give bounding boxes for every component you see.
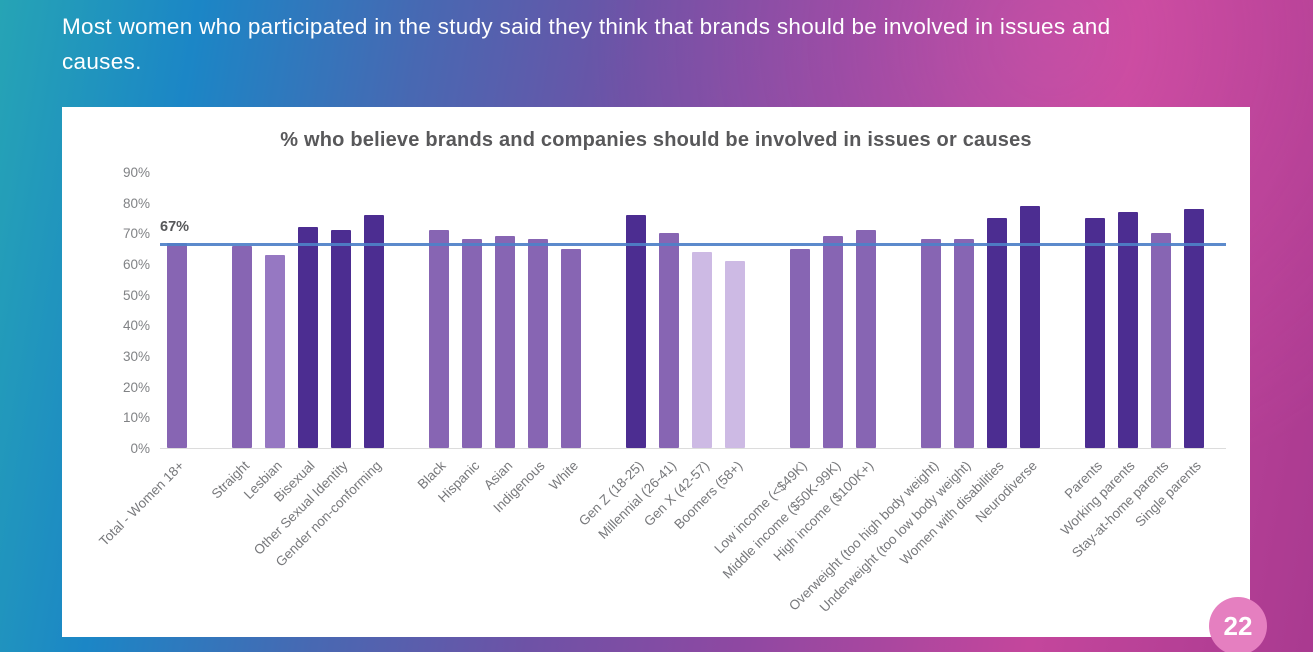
chart-card: % who believe brands and companies shoul…	[62, 107, 1250, 637]
y-axis: 90% 80% 70% 60% 50% 40% 30% 20% 10% 0%	[62, 107, 150, 637]
bar-group-race-ethnicity: Black Hispanic Asian Indigenous White	[415, 173, 587, 515]
bar-slot: Single parents	[1132, 173, 1210, 530]
bar-slot: Black	[415, 173, 455, 492]
bar-slot: Millennial (26-41)	[595, 173, 685, 542]
bar	[494, 236, 515, 448]
bar	[330, 230, 351, 448]
bar-slot: Women with disabilities	[897, 173, 1013, 568]
bar	[297, 227, 318, 448]
bar-slot: Boomers (58+)	[671, 173, 751, 532]
y-axis-tick: 10%	[122, 410, 150, 426]
reference-line-label: 67%	[160, 219, 190, 235]
bar-slot: Bisexual	[271, 173, 324, 505]
bar-slot: Gen Z (18-25)	[576, 173, 652, 529]
bar-group-income: Low income (<$49K) Middle income ($50K-99…	[712, 173, 882, 582]
bar	[920, 239, 941, 448]
bar	[166, 243, 187, 448]
bar	[428, 230, 449, 448]
bar-slot: Parents	[1062, 173, 1111, 502]
y-axis-tick: 80%	[122, 195, 150, 211]
bar	[363, 215, 384, 448]
bar	[1019, 206, 1040, 448]
bar	[724, 261, 745, 448]
y-axis-tick: 50%	[122, 287, 150, 303]
bar-slot: Working parents	[1058, 173, 1144, 538]
bar-group-parenthood: Parents Working parents Stay-at-home paren…	[1058, 173, 1210, 560]
bar-slot: Low income (<$49K)	[712, 173, 816, 556]
y-axis-tick: 40%	[122, 318, 150, 334]
y-axis-tick: 30%	[122, 349, 150, 364]
page-number-badge: 22	[1209, 597, 1267, 652]
bar	[1117, 212, 1138, 448]
bar	[789, 249, 810, 448]
bar-slot: Neurodiverse	[973, 173, 1046, 525]
bar-slot: Indigenous	[491, 173, 554, 515]
y-axis-tick: 70%	[122, 226, 150, 242]
y-axis-tick: 60%	[122, 257, 150, 272]
y-axis-tick: 90%	[122, 165, 150, 180]
bar	[461, 239, 482, 448]
chart-title: % who believe brands and companies shoul…	[280, 129, 1032, 151]
bar	[264, 255, 285, 448]
bar-slot: Gender non-conforming	[273, 173, 390, 569]
bar-group-generation: Gen Z (18-25) Millennial (26-41) Gen X (42…	[576, 173, 751, 542]
bar-slot: Gen X (42-57)	[641, 173, 718, 529]
page-number: 22	[1223, 610, 1253, 641]
bar-slot: Straight	[209, 173, 258, 502]
bar-slot: Underweight (too low body weight)	[817, 173, 980, 615]
y-axis-tick: 20%	[122, 379, 150, 395]
bar	[231, 246, 252, 448]
bar-slot: Total - Women 18+	[96, 173, 193, 549]
bar-group-total: Total - Women 18+	[96, 173, 193, 549]
plot-area: Total - Women 18+ Straight Lesbian Bisexual…	[96, 173, 1226, 615]
reference-line	[160, 243, 1226, 246]
intro-text: Most women who participated in the study…	[62, 14, 1111, 74]
bar-slot: Hispanic	[435, 173, 488, 505]
bar-slot: Asian	[481, 173, 521, 492]
bar-slot: Middle income ($50K-99K)	[719, 173, 849, 582]
bar-slot: White	[546, 173, 587, 493]
bar	[1150, 233, 1171, 448]
bar	[560, 249, 581, 448]
bar	[527, 239, 548, 448]
bar-group-sexual-identity: Straight Lesbian Bisexual Other Sexual Iden…	[209, 173, 390, 569]
bar	[1084, 218, 1105, 448]
bar-slot: Other Sexual Identity	[251, 173, 357, 558]
bar	[625, 215, 646, 448]
bar	[986, 218, 1007, 448]
y-axis-tick: 0%	[130, 441, 150, 456]
bar-slot: Overweight (too high body weight)	[786, 173, 947, 613]
bar	[658, 233, 679, 448]
bar	[691, 252, 712, 448]
bar	[1183, 209, 1204, 448]
bar	[822, 236, 843, 448]
x-axis-label: White	[546, 458, 582, 494]
bar-slot: Stay-at-home parents	[1069, 173, 1177, 560]
bar-slot: High income ($100K+)	[770, 173, 882, 564]
bar-group-body-ability: Overweight (too high body weight) Underwe…	[786, 173, 1046, 615]
bar	[953, 239, 974, 448]
bar-slot: Lesbian	[241, 173, 291, 502]
bar	[855, 230, 876, 448]
